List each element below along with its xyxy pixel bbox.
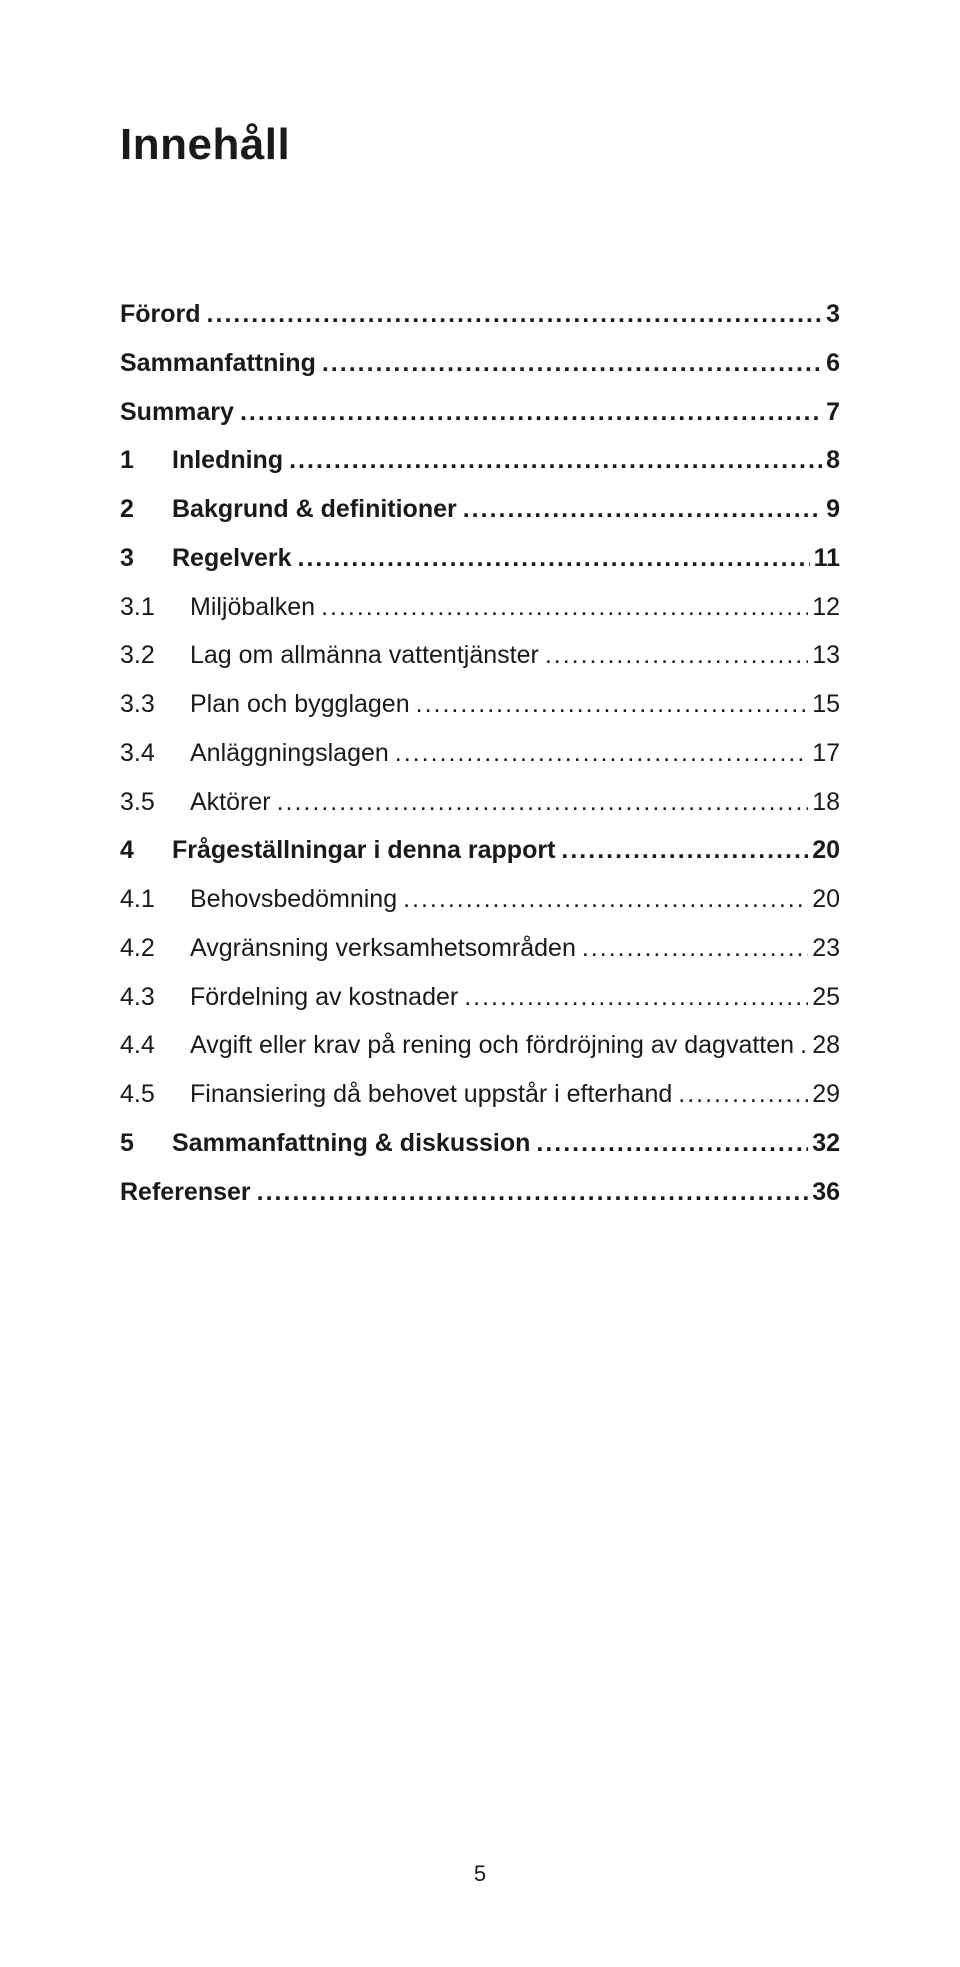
toc-entry-page: 11: [810, 534, 840, 583]
toc-entry-number: 1: [120, 436, 172, 485]
document-page: Innehåll Förord3Sammanfattning6Summary71…: [0, 0, 960, 1967]
toc-leader-dots: [251, 1168, 809, 1217]
toc-entry-number: 4: [120, 826, 172, 875]
toc-entry-page: 32: [808, 1119, 840, 1168]
toc-leader-dots: [316, 339, 822, 388]
toc-row: 3.1Miljöbalken 12: [120, 583, 840, 632]
toc-entry-number: 4.3: [120, 973, 190, 1022]
toc-entry-page: 29: [808, 1070, 840, 1119]
toc-row: 5Sammanfattning & diskussion 32: [120, 1119, 840, 1168]
toc-row: 3.5Aktörer 18: [120, 778, 840, 827]
toc-entry-label: Förord: [120, 290, 201, 339]
toc-leader-dots: [389, 729, 808, 778]
toc-entry-page: 20: [808, 875, 840, 924]
toc-entry-label: Anläggningslagen: [190, 729, 389, 778]
toc-entry-page: 12: [808, 583, 840, 632]
toc-entry-number: 4.1: [120, 875, 190, 924]
toc-entry-label: Summary: [120, 388, 234, 437]
toc-entry-number: 3.2: [120, 631, 190, 680]
toc-row: 3.3Plan och bygglagen 15: [120, 680, 840, 729]
page-title: Innehåll: [120, 120, 840, 170]
toc-entry-number: 3.1: [120, 583, 190, 632]
toc-entry-number: 5: [120, 1119, 172, 1168]
toc-entry-number: 4.5: [120, 1070, 190, 1119]
toc-entry-number: 4.2: [120, 924, 190, 973]
toc-row: 4Frågeställningar i denna rapport 20: [120, 826, 840, 875]
toc-entry-label: Aktörer: [190, 778, 271, 827]
toc-entry-label: Miljöbalken: [190, 583, 315, 632]
toc-entry-page: 18: [808, 778, 840, 827]
toc-leader-dots: [234, 388, 822, 437]
toc-entry-label: Behovsbedömning: [190, 875, 397, 924]
toc-entry-label: Bakgrund & definitioner: [172, 485, 457, 534]
toc-row: Summary 7: [120, 388, 840, 437]
toc-entry-label: Avgift eller krav på rening och fördröjn…: [190, 1021, 794, 1070]
toc-row: 3Regelverk 11: [120, 534, 840, 583]
toc-entry-label: Referenser: [120, 1168, 251, 1217]
toc-entry-page: 28: [808, 1021, 840, 1070]
toc-row: 4.3Fördelning av kostnader 25: [120, 973, 840, 1022]
toc-leader-dots: [201, 290, 823, 339]
toc-entry-page: 3: [822, 290, 840, 339]
table-of-contents: Förord3Sammanfattning6Summary71Inledning…: [120, 290, 840, 1216]
toc-leader-dots: [794, 1021, 808, 1070]
toc-row: 4.5Finansiering då behovet uppstår i eft…: [120, 1070, 840, 1119]
toc-leader-dots: [271, 778, 809, 827]
toc-entry-label: Frågeställningar i denna rapport: [172, 826, 555, 875]
toc-entry-page: 13: [808, 631, 840, 680]
toc-leader-dots: [672, 1070, 808, 1119]
toc-entry-page: 25: [808, 973, 840, 1022]
toc-leader-dots: [539, 631, 808, 680]
toc-entry-page: 6: [822, 339, 840, 388]
toc-entry-label: Sammanfattning: [120, 339, 316, 388]
toc-entry-number: 4.4: [120, 1021, 190, 1070]
toc-entry-label: Lag om allmänna vattentjänster: [190, 631, 539, 680]
toc-entry-page: 8: [822, 436, 840, 485]
toc-entry-label: Plan och bygglagen: [190, 680, 410, 729]
toc-entry-page: 20: [808, 826, 840, 875]
toc-row: Förord 3: [120, 290, 840, 339]
toc-entry-page: 36: [808, 1168, 840, 1217]
toc-leader-dots: [457, 485, 822, 534]
toc-row: 3.2Lag om allmänna vattentjänster 13: [120, 631, 840, 680]
toc-entry-number: 3.4: [120, 729, 190, 778]
toc-entry-page: 17: [808, 729, 840, 778]
toc-leader-dots: [530, 1119, 808, 1168]
toc-entry-label: Finansiering då behovet uppstår i efterh…: [190, 1070, 672, 1119]
toc-row: Referenser 36: [120, 1168, 840, 1217]
toc-entry-page: 7: [822, 388, 840, 437]
toc-entry-number: 3: [120, 534, 172, 583]
toc-entry-label: Fördelning av kostnader: [190, 973, 458, 1022]
toc-entry-label: Regelverk: [172, 534, 292, 583]
toc-row: 2Bakgrund & definitioner 9: [120, 485, 840, 534]
toc-entry-label: Inledning: [172, 436, 283, 485]
toc-row: 4.1Behovsbedömning 20: [120, 875, 840, 924]
toc-entry-number: 3.3: [120, 680, 190, 729]
toc-row: 3.4Anläggningslagen 17: [120, 729, 840, 778]
toc-leader-dots: [458, 973, 808, 1022]
toc-leader-dots: [315, 583, 808, 632]
toc-entry-number: 2: [120, 485, 172, 534]
toc-row: 1Inledning 8: [120, 436, 840, 485]
toc-leader-dots: [283, 436, 822, 485]
toc-row: Sammanfattning 6: [120, 339, 840, 388]
toc-entry-number: 3.5: [120, 778, 190, 827]
toc-leader-dots: [292, 534, 810, 583]
toc-leader-dots: [410, 680, 809, 729]
toc-leader-dots: [397, 875, 808, 924]
toc-row: 4.4Avgift eller krav på rening och fördr…: [120, 1021, 840, 1070]
footer-page-number: 5: [0, 1861, 960, 1887]
toc-leader-dots: [555, 826, 808, 875]
toc-entry-page: 15: [808, 680, 840, 729]
toc-leader-dots: [576, 924, 808, 973]
toc-entry-page: 23: [808, 924, 840, 973]
toc-entry-label: Avgränsning verksamhetsområden: [190, 924, 576, 973]
toc-row: 4.2Avgränsning verksamhetsområden 23: [120, 924, 840, 973]
toc-entry-page: 9: [822, 485, 840, 534]
toc-entry-label: Sammanfattning & diskussion: [172, 1119, 530, 1168]
